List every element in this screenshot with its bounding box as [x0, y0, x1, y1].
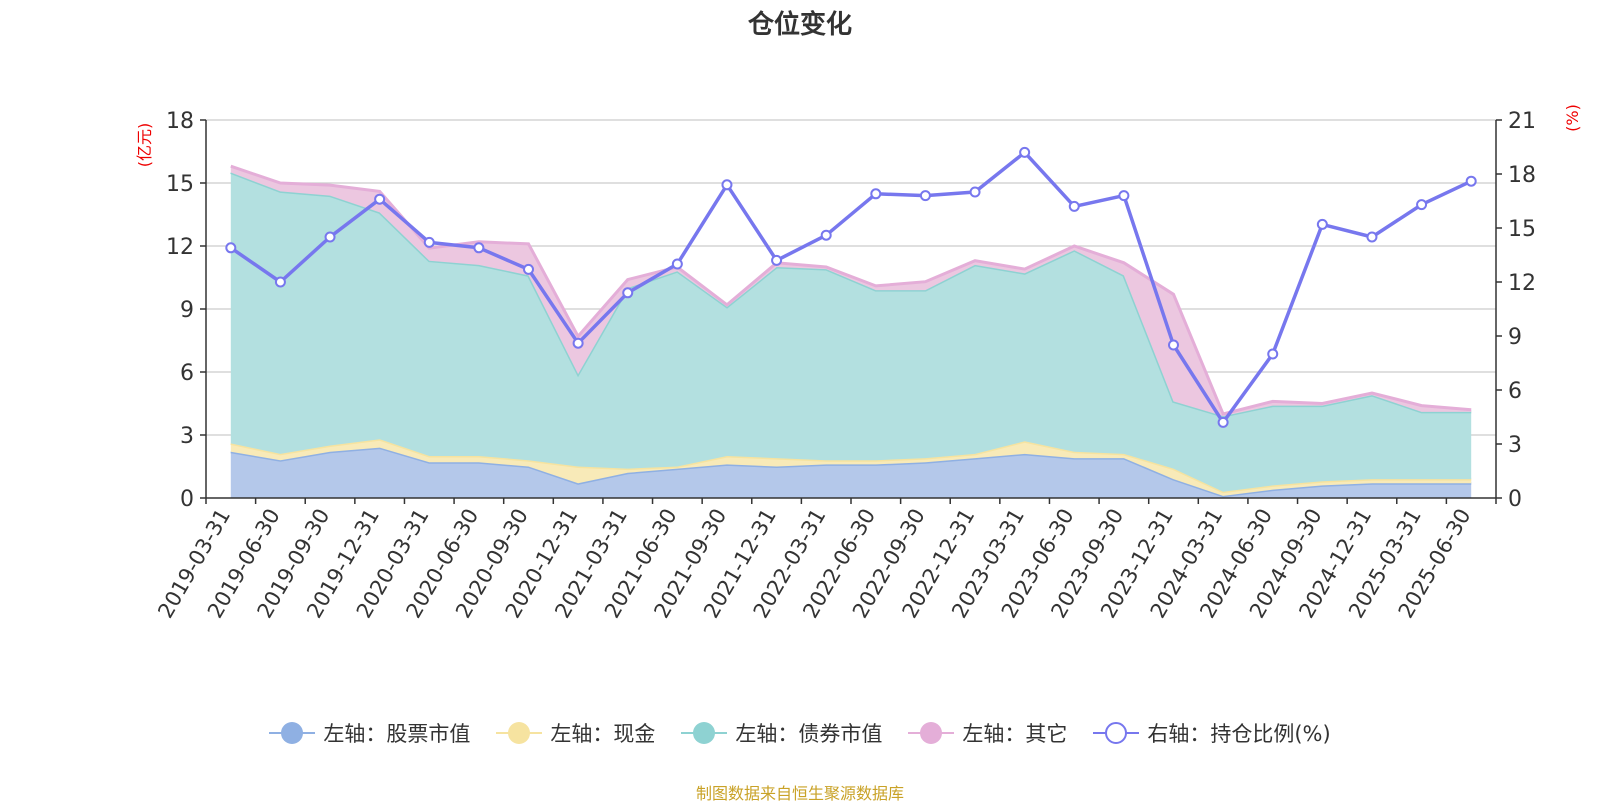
line-point [771, 254, 783, 266]
area-edge-左轴：其它 [230, 164, 1472, 416]
legend-marker [281, 722, 304, 744]
right-tick-label: 9 [1508, 325, 1522, 350]
legend-swatch-icon [908, 720, 955, 746]
right-tick-label: 0 [1508, 487, 1522, 512]
line-point [1416, 199, 1428, 211]
area-左轴：其它 [230, 166, 1472, 417]
legend-label: 左轴：债券市值 [735, 722, 883, 746]
line-point [1068, 200, 1080, 212]
area-左轴：现金 [230, 439, 1472, 496]
line-point [919, 190, 931, 202]
line-point [1168, 339, 1179, 351]
left-tick-label: 12 [166, 235, 194, 260]
line-point [374, 193, 386, 205]
line-point [1267, 348, 1279, 360]
left-unit-label: (亿元) [135, 123, 154, 168]
chart-title: 仓位变化 [747, 10, 852, 40]
line-point [1316, 218, 1328, 230]
legend-item[interactable]: 右轴：持仓比例(%) [1093, 718, 1331, 748]
line-point [1465, 175, 1477, 187]
legend-swatch-icon [681, 720, 728, 746]
legend-label: 左轴：股票市值 [323, 722, 471, 746]
line-point [820, 229, 832, 241]
line-point [572, 337, 584, 349]
legend-label: 右轴：持仓比例(%) [1147, 722, 1331, 746]
left-tick-label: 9 [180, 298, 194, 323]
line-point [1118, 190, 1130, 202]
line-point [523, 263, 534, 275]
legend-label: 左轴：现金 [550, 722, 656, 746]
area-左轴：股票市值 [230, 447, 1472, 498]
line-point [423, 236, 435, 248]
legend-marker [1105, 722, 1128, 744]
left-tick-label: 18 [166, 109, 194, 134]
line-point [1019, 146, 1031, 158]
right-tick-label: 18 [1508, 163, 1536, 188]
legend-swatch-icon [496, 720, 543, 746]
left-tick-label: 0 [180, 487, 194, 512]
legend-item[interactable]: 左轴：现金 [496, 718, 655, 748]
right-tick-label: 12 [1508, 271, 1536, 296]
right-tick-label: 6 [1508, 379, 1522, 404]
legend-item[interactable]: 左轴：债券市值 [681, 718, 882, 748]
line-point [721, 179, 733, 191]
line-point [324, 231, 336, 243]
legend-marker [508, 722, 531, 744]
left-tick-label: 3 [180, 424, 194, 449]
line-point [671, 258, 683, 270]
legend-marker [920, 722, 943, 744]
legend-label: 左轴：其它 [962, 722, 1068, 746]
right-tick-label: 21 [1508, 109, 1536, 134]
legend-item[interactable]: 左轴：股票市值 [269, 718, 470, 748]
right-tick-label: 15 [1508, 217, 1536, 242]
legend: 左轴：股票市值 左轴：现金 左轴：债券市值 左轴：其它 右轴：持仓比例(%) [0, 718, 1600, 748]
left-tick-label: 6 [180, 361, 194, 386]
line-point [1217, 416, 1229, 428]
line-point [225, 242, 237, 254]
legend-swatch-icon [269, 720, 316, 746]
line-point [969, 186, 981, 198]
legend-item[interactable]: 左轴：其它 [908, 718, 1067, 748]
line-point [274, 276, 286, 288]
right-tick-label: 3 [1508, 433, 1522, 458]
line-point [1366, 231, 1378, 243]
legend-swatch-icon [1093, 720, 1140, 746]
data-source-note: 制图数据来自恒生聚源数据库 [695, 784, 904, 803]
area-左轴：债券市值 [230, 172, 1472, 492]
line-右轴：持仓比例(%) [229, 150, 1472, 425]
left-tick-label: 15 [166, 172, 194, 197]
right-unit-label: (%) [1563, 104, 1582, 132]
line-point [622, 287, 634, 299]
line-point [870, 188, 882, 200]
line-point [473, 242, 485, 254]
legend-marker [693, 722, 716, 744]
